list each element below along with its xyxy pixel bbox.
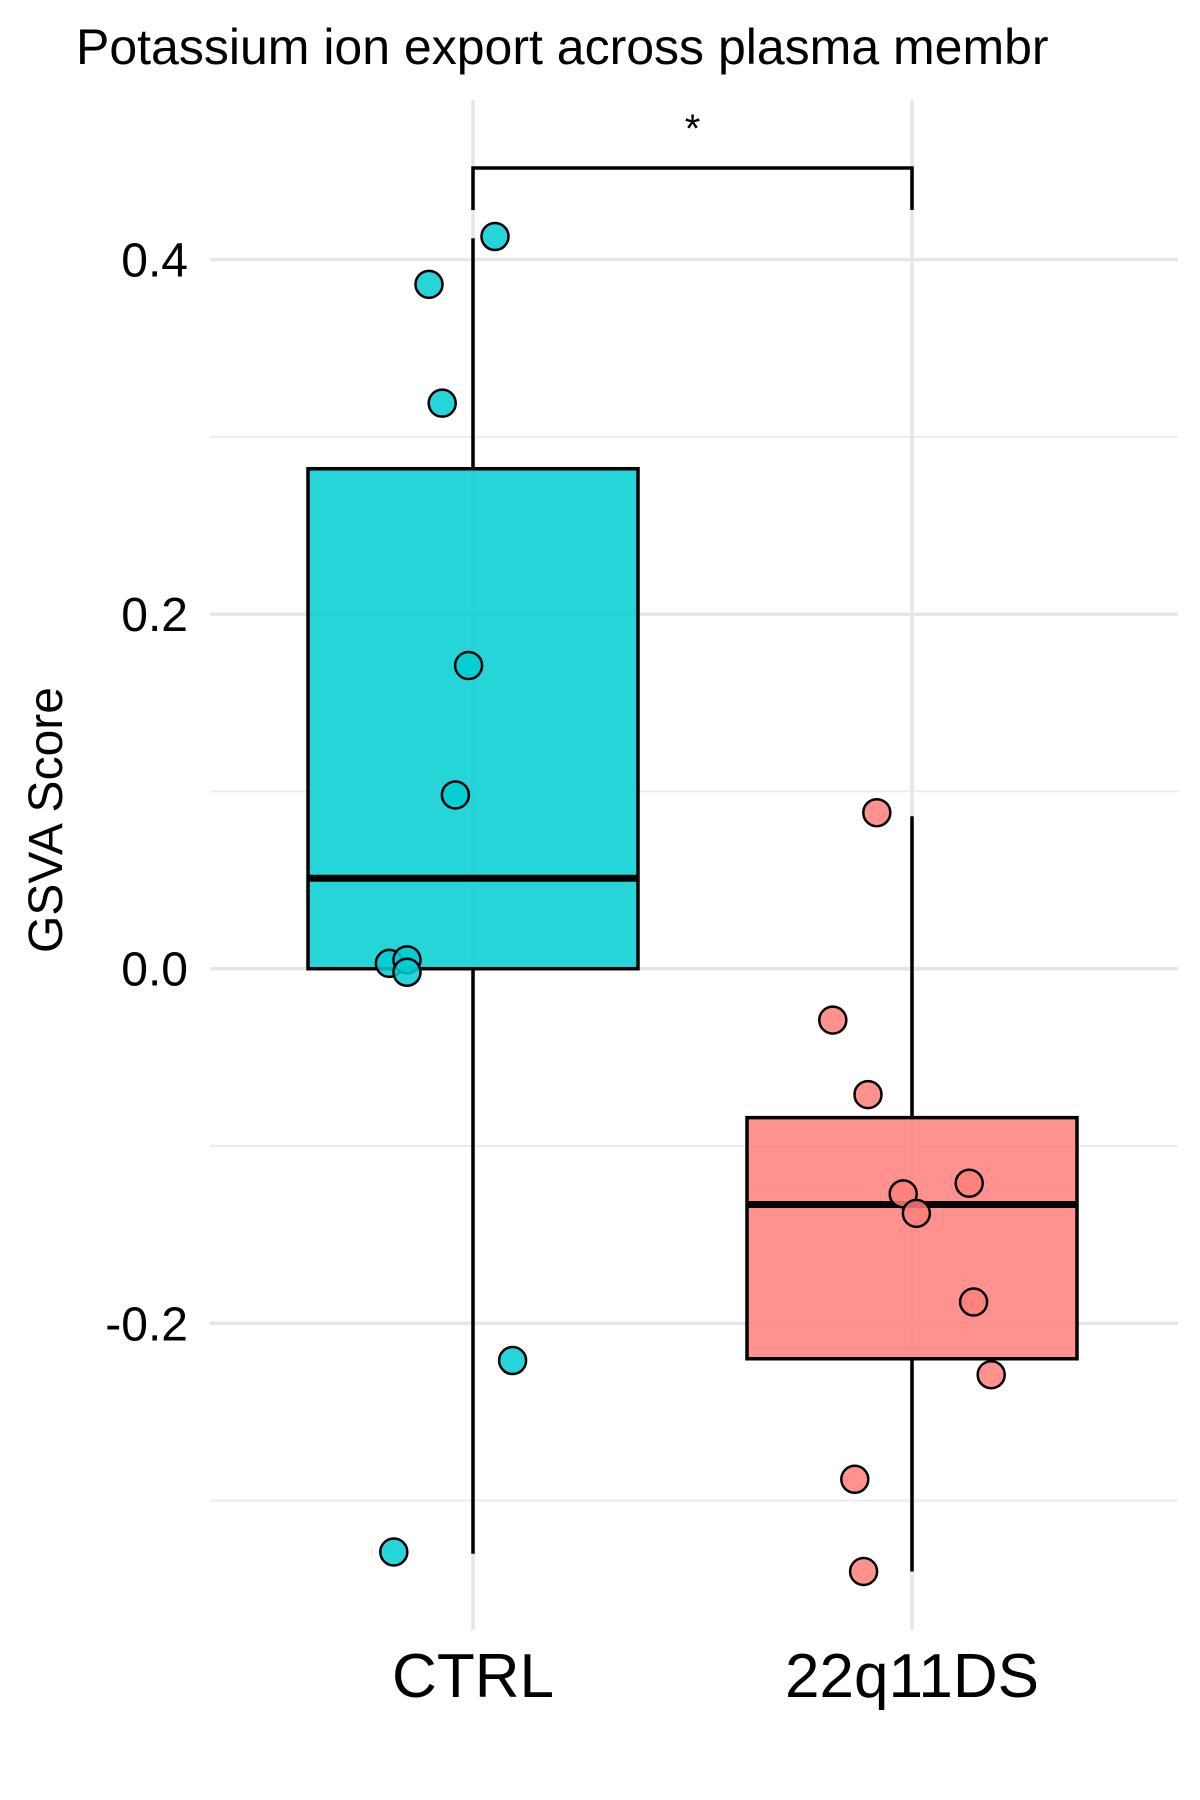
box-22q11ds xyxy=(745,1115,1079,1361)
y-tick-label: 0.4 xyxy=(121,235,188,288)
box-layer xyxy=(306,238,1079,1572)
data-point xyxy=(480,221,510,252)
data-point xyxy=(862,797,892,828)
data-point xyxy=(392,957,422,988)
annotation-layer: * xyxy=(471,107,914,210)
data-point xyxy=(976,1359,1006,1390)
data-point xyxy=(440,780,471,810)
axis-labels: 0.4 0.2 0.0 -0.2 CTRL 22q11DS xyxy=(105,235,1039,1711)
data-point xyxy=(958,1287,989,1317)
significance-bracket xyxy=(471,166,914,210)
chart-title: Potassium ion export across plasma membr xyxy=(76,19,1049,75)
data-point xyxy=(901,1198,932,1229)
data-point xyxy=(954,1168,984,1198)
data-point xyxy=(853,1079,883,1110)
y-tick-label: 0.2 xyxy=(121,589,188,642)
data-point xyxy=(840,1464,870,1495)
point-layer xyxy=(374,221,1006,1587)
significance-label: * xyxy=(685,107,701,151)
data-point xyxy=(848,1556,879,1587)
data-point xyxy=(427,388,457,418)
data-point xyxy=(497,1345,528,1376)
y-tick-label: 0.0 xyxy=(121,944,188,997)
box-ctrl xyxy=(306,467,640,971)
data-point xyxy=(379,1537,409,1567)
data-point xyxy=(453,650,484,681)
x-tick-label: CTRL xyxy=(392,1642,554,1711)
y-axis-label: GSVA Score xyxy=(20,687,73,953)
y-tick-label: -0.2 xyxy=(105,1298,188,1351)
data-point xyxy=(414,269,444,300)
x-tick-label: 22q11DS xyxy=(785,1642,1039,1711)
data-point xyxy=(818,1005,848,1035)
